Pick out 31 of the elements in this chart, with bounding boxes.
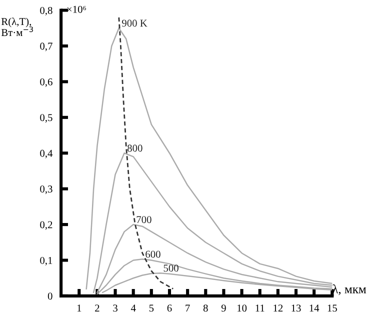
series-label: 600 (146, 250, 160, 258)
y-tick-label: 0,3 (40, 186, 52, 194)
y-tick-label: 0,1 (40, 256, 52, 266)
series-label: 900 K (122, 20, 148, 27)
y-tick-label: 0,7 (40, 42, 52, 52)
series-label: 800 (127, 144, 142, 152)
x-tick-label: 2 (95, 304, 100, 312)
y-axis-title: R(λ,T), Вт·м$^{−3}$ (1, 18, 33, 36)
x-tick-label: 4 (130, 304, 136, 312)
x-tick-label: 1 (77, 304, 82, 312)
y-tick-label: 0,6 (40, 78, 52, 87)
y-tick-label: 0,4 (40, 150, 53, 158)
x-tick-label: 14 (310, 304, 320, 312)
x-tick-label: 13 (292, 304, 301, 312)
x-tick-label: 8 (203, 304, 208, 312)
x-tick-label: 7 (186, 304, 190, 312)
annotation: ×10⁶ (67, 6, 86, 13)
x-tick-label: 5 (149, 304, 154, 312)
y-tick-label: 0,8 (40, 6, 52, 16)
x-tick-label: 12 (274, 304, 283, 312)
x-tick-label: 9 (221, 304, 226, 312)
y-tick-label: 0,5 (40, 114, 52, 123)
x-tick-label: 3 (113, 304, 118, 312)
x-tick-label: 6 (167, 304, 172, 312)
y-tick-label: 0 (48, 292, 52, 300)
x-tick-label: 15 (328, 304, 337, 312)
series-label: 700 (136, 216, 152, 224)
series-label: 500 (164, 264, 178, 272)
x-tick-label: 10 (238, 304, 247, 312)
y-tick-label: 0,2 (40, 221, 52, 230)
x-tick-label: 11 (256, 304, 264, 312)
